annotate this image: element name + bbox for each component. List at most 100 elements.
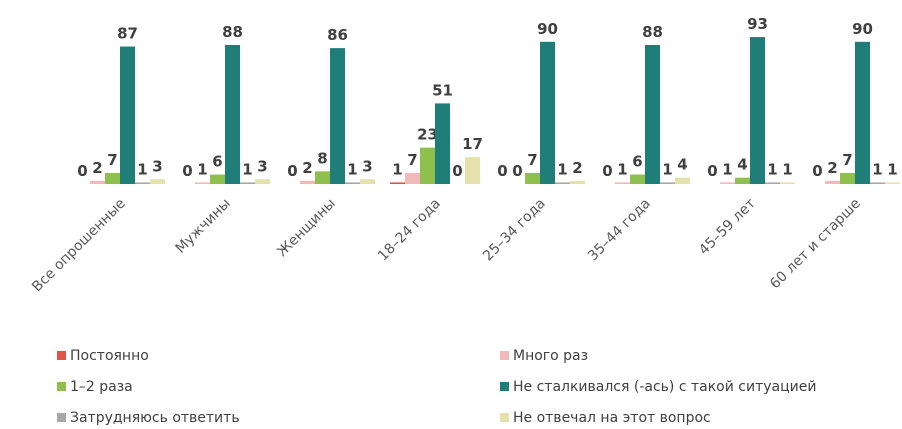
- data-label: 0: [707, 162, 717, 180]
- data-label: 86: [327, 26, 348, 44]
- bar: [675, 177, 690, 184]
- x-tick-label: 35–44 года: [585, 196, 654, 265]
- data-label: 1: [872, 160, 882, 178]
- data-label: 7: [107, 151, 117, 169]
- data-label: 0: [512, 162, 522, 180]
- data-label: 23: [417, 126, 438, 144]
- data-label: 90: [537, 20, 558, 38]
- data-label: 1: [242, 160, 252, 178]
- bar: [885, 182, 900, 184]
- bar: [255, 179, 270, 184]
- data-label: 1: [617, 160, 627, 178]
- data-label: 6: [212, 153, 222, 171]
- data-label: 1: [197, 160, 207, 178]
- data-label: 87: [117, 25, 138, 43]
- data-label: 1: [557, 160, 567, 178]
- bar: [360, 179, 375, 184]
- bar: [540, 41, 555, 184]
- bar: [525, 172, 540, 184]
- bar: [750, 37, 765, 185]
- data-label: 2: [92, 159, 102, 177]
- bar: [720, 182, 735, 184]
- data-label: 1: [662, 160, 672, 178]
- data-label: 2: [827, 159, 837, 177]
- data-label: 2: [302, 159, 312, 177]
- bar: [225, 44, 240, 185]
- x-tick-label: 18–24 года: [375, 196, 444, 265]
- data-label: 0: [812, 162, 822, 180]
- legend-label: 1–2 раза: [70, 379, 133, 395]
- bar: [735, 177, 750, 184]
- bar: [345, 182, 360, 184]
- x-tick-label: Все опрошенные: [29, 196, 129, 296]
- data-label: 88: [642, 23, 663, 41]
- bar: [840, 172, 855, 184]
- data-label: 7: [842, 151, 852, 169]
- data-label: 1: [767, 160, 777, 178]
- bar: [825, 180, 840, 184]
- data-label: 7: [527, 151, 537, 169]
- bar: [855, 41, 870, 184]
- data-label: 1: [887, 160, 897, 178]
- bar: [765, 182, 780, 184]
- data-label: 3: [257, 157, 267, 175]
- legend-swatch: [500, 382, 509, 391]
- data-label: 93: [747, 15, 768, 33]
- legend-swatch: [57, 382, 66, 391]
- bar: [105, 172, 120, 184]
- data-label: 4: [677, 156, 687, 174]
- bar: [315, 171, 330, 184]
- data-label: 1: [137, 160, 147, 178]
- legend-label: Постоянно: [70, 348, 149, 364]
- data-label: 8: [317, 149, 327, 167]
- data-label: 1: [347, 160, 357, 178]
- x-tick-label: 25–34 года: [480, 196, 549, 265]
- bar: [645, 44, 660, 185]
- bar: [150, 179, 165, 184]
- data-label: 6: [632, 153, 642, 171]
- data-label: 3: [362, 157, 372, 175]
- x-tick-label: Мужчины: [173, 196, 234, 257]
- bar: [615, 182, 630, 184]
- bar: [630, 174, 645, 184]
- data-label: 3: [152, 157, 162, 175]
- data-label: 0: [602, 162, 612, 180]
- bar: [435, 103, 450, 184]
- legend-swatch: [57, 351, 66, 360]
- legend-label: Много раз: [513, 348, 588, 364]
- data-label: 1: [722, 160, 732, 178]
- bar: [780, 182, 795, 184]
- data-label: 1: [392, 160, 402, 178]
- legend-swatch: [500, 351, 509, 360]
- x-tick-label: 60 лет и старше: [767, 196, 864, 293]
- bar: [390, 182, 405, 184]
- bar: [555, 182, 570, 184]
- data-label: 4: [737, 156, 747, 174]
- data-label: 17: [462, 135, 483, 153]
- data-label: 2: [572, 159, 582, 177]
- data-label: 7: [407, 151, 417, 169]
- bar: [210, 174, 225, 184]
- legend-label: Не сталкивался (-ась) с такой ситуацией: [513, 379, 816, 395]
- x-tick-label: Женщины: [274, 196, 339, 261]
- data-label: 0: [77, 162, 87, 180]
- bar: [240, 182, 255, 184]
- bar: [120, 46, 135, 184]
- bar: [420, 147, 435, 184]
- data-label: 0: [497, 162, 507, 180]
- data-label: 90: [852, 20, 873, 38]
- legend-label: Не отвечал на этот вопрос: [513, 410, 711, 426]
- x-tick-label: 45–59 лет: [696, 196, 759, 259]
- data-label: 0: [182, 162, 192, 180]
- data-label: 0: [287, 162, 297, 180]
- legend-label: Затрудняюсь ответить: [70, 410, 240, 426]
- bar: [195, 182, 210, 184]
- bar: [135, 182, 150, 184]
- bar: [570, 180, 585, 184]
- bar: [405, 172, 420, 184]
- legend-swatch: [57, 413, 66, 422]
- bar: [465, 157, 480, 184]
- bar: [300, 180, 315, 184]
- bar: [330, 48, 345, 185]
